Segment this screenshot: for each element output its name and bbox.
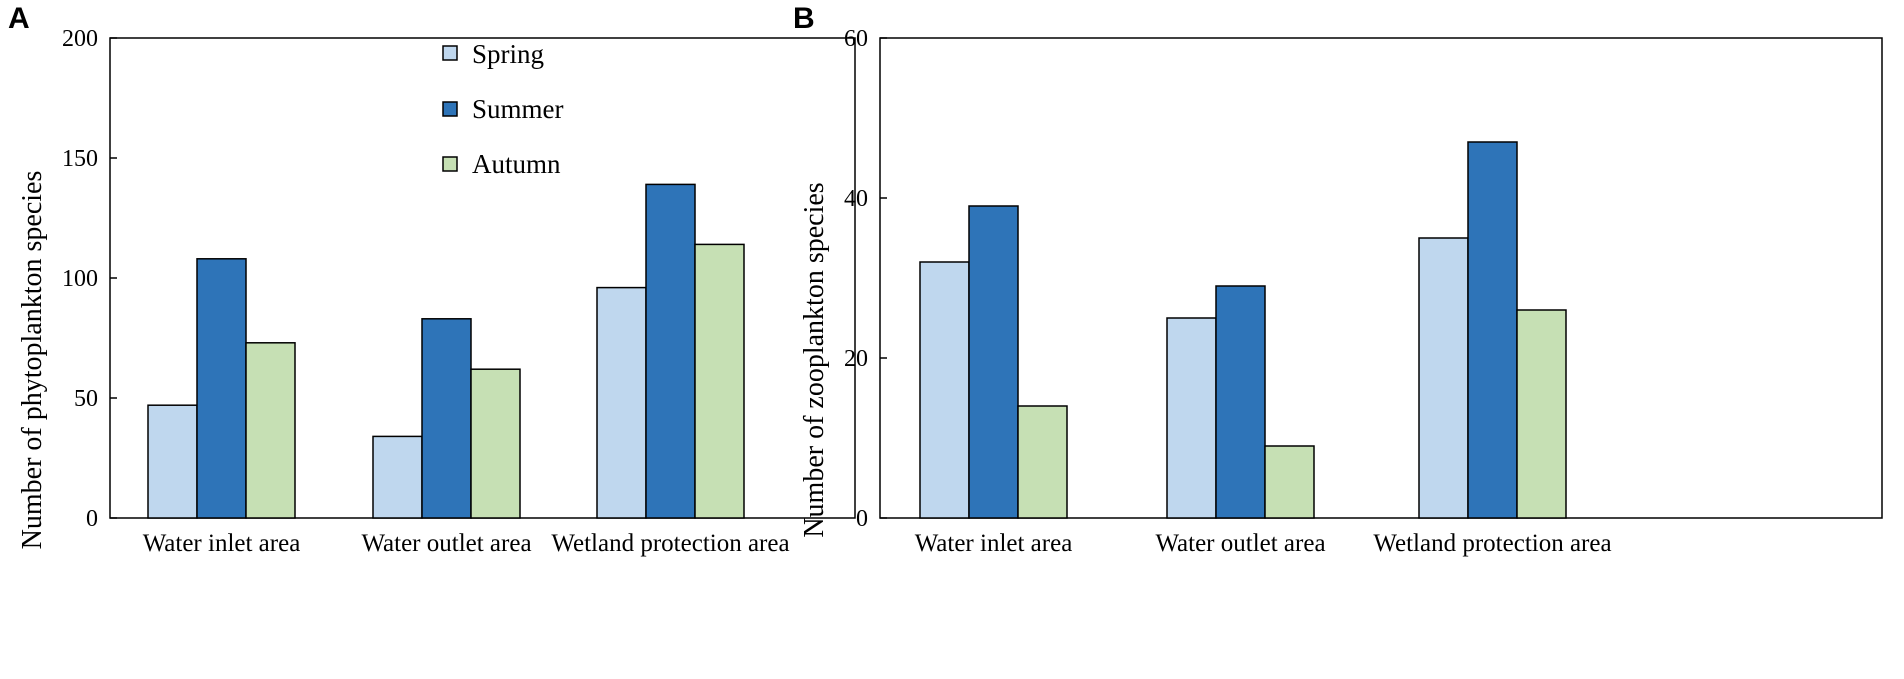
panel-a-category-label: Water outlet area bbox=[361, 530, 531, 557]
panel-a-y-tick-label: 50 bbox=[74, 386, 98, 412]
panel-a-bar-summer-1 bbox=[196, 258, 247, 519]
panel-b-y-tick-label: 40 bbox=[844, 186, 868, 212]
panel-a-bar-summer-2 bbox=[421, 318, 472, 519]
legend-swatch-spring bbox=[442, 45, 458, 61]
panel-a-category-label: Wetland protection area bbox=[551, 530, 789, 557]
panel-b-category-label: Wetland protection area bbox=[1373, 530, 1611, 557]
panel-a-chart: A Number of phytoplankton species 0 50 100… bbox=[8, 2, 856, 557]
panel-a-y-tick-label: 200 bbox=[62, 26, 98, 52]
panel-a-letter: A bbox=[8, 2, 30, 35]
panel-a-bar-autumn-1 bbox=[245, 342, 296, 519]
panel-a-bar-spring-3 bbox=[596, 286, 647, 519]
panel-b-bar-summer-3 bbox=[1467, 141, 1518, 519]
panel-b-bar-autumn-1 bbox=[1017, 405, 1068, 519]
panel-b-y-tick-label: 60 bbox=[844, 26, 868, 52]
legend-label-autumn: Autumn bbox=[472, 149, 561, 179]
legend-label-spring: Spring bbox=[472, 39, 544, 69]
panel-b-bar-spring-1 bbox=[919, 261, 970, 519]
panel-b-bar-autumn-3 bbox=[1516, 309, 1567, 519]
panel-b-category-labels: Water inlet area Water outlet area Wetland… bbox=[915, 530, 1612, 557]
panel-b-bar-spring-2 bbox=[1166, 317, 1217, 519]
panel-a-bar-spring-2 bbox=[372, 435, 423, 519]
panel-a-y-axis-title: Number of phytoplankton species bbox=[17, 171, 48, 550]
panel-a-bar-spring-1 bbox=[147, 404, 198, 519]
panel-b-letter: B bbox=[793, 2, 815, 35]
panel-b-bar-autumn-2 bbox=[1264, 445, 1315, 519]
panel-b-plot-frame bbox=[879, 37, 1883, 519]
panel-a-y-tick-label: 100 bbox=[62, 266, 98, 292]
panel-a-y-tick-label: 0 bbox=[86, 506, 98, 532]
panel-b-category-label: Water inlet area bbox=[915, 530, 1073, 557]
legend-swatch-summer bbox=[442, 101, 458, 117]
panel-a-category-label: Water inlet area bbox=[143, 530, 301, 557]
panel-b-category-label: Water outlet area bbox=[1155, 530, 1325, 557]
panel-b-y-ticks: 0 20 40 60 bbox=[844, 26, 887, 532]
panel-a-bar-summer-3 bbox=[645, 183, 696, 519]
panel-a-category-labels: Water inlet area Water outlet area Wetland… bbox=[143, 530, 790, 557]
legend-label-summer: Summer bbox=[472, 94, 564, 124]
panel-b-y-axis-title: Number of zooplankton species bbox=[799, 182, 830, 537]
panel-b-chart: B Number of zooplankton species 0204060 … bbox=[793, 2, 1883, 557]
panel-a-bar-autumn-2 bbox=[470, 368, 521, 519]
panel-b-bar-summer-1 bbox=[968, 205, 1019, 519]
panel-b-bars bbox=[919, 141, 1567, 519]
panel-a-y-tick-label: 150 bbox=[62, 146, 98, 172]
legend-swatch-autumn bbox=[442, 156, 458, 172]
panel-b-bar-spring-3 bbox=[1418, 237, 1469, 519]
panel-b-y-tick-label: 20 bbox=[844, 346, 868, 372]
legend: Spring Summer Autumn bbox=[442, 39, 564, 179]
panel-b-bar-summer-2 bbox=[1215, 285, 1266, 519]
panel-a-bars bbox=[147, 183, 745, 519]
panel-b-y-tick-label: 0 bbox=[856, 506, 868, 532]
panel-a-y-ticks: 0 50 100 150 200 bbox=[62, 26, 117, 532]
panel-a-bar-autumn-3 bbox=[694, 243, 745, 519]
